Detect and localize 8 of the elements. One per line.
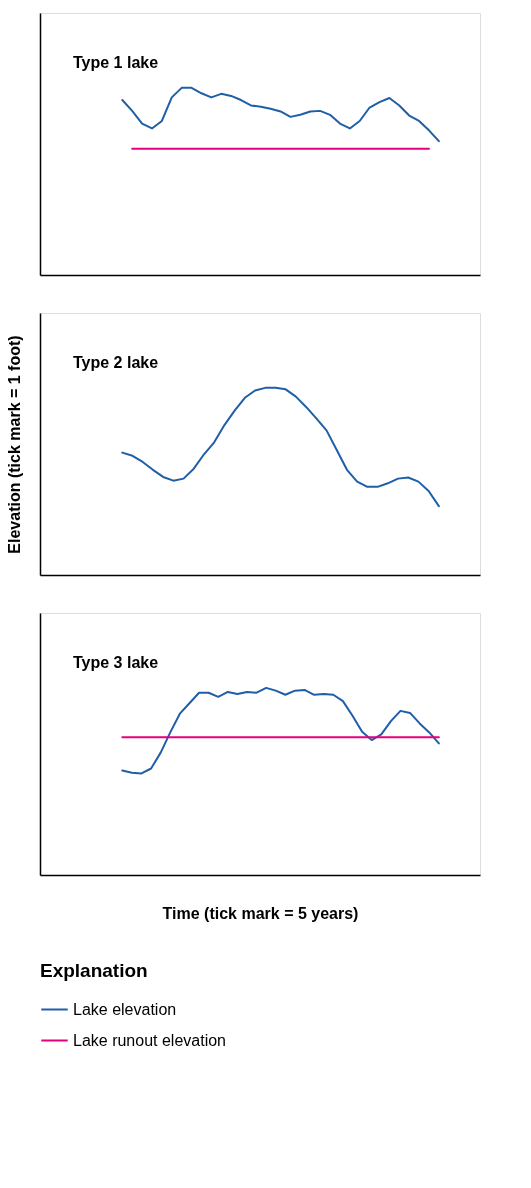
chart-title: Type 1 lake — [73, 54, 159, 71]
x-axis-title: Time (tick mark = 5 years) — [162, 904, 359, 922]
legend-label: Lake elevation — [73, 1000, 177, 1018]
legend-title: Explanation — [40, 960, 148, 981]
chart-title: Type 3 lake — [73, 654, 159, 671]
chart-title: Type 2 lake — [73, 354, 159, 371]
y-axis-title: Elevation (tick mark = 1 foot) — [5, 335, 23, 554]
legend-label: Lake runout elevation — [73, 1031, 226, 1049]
